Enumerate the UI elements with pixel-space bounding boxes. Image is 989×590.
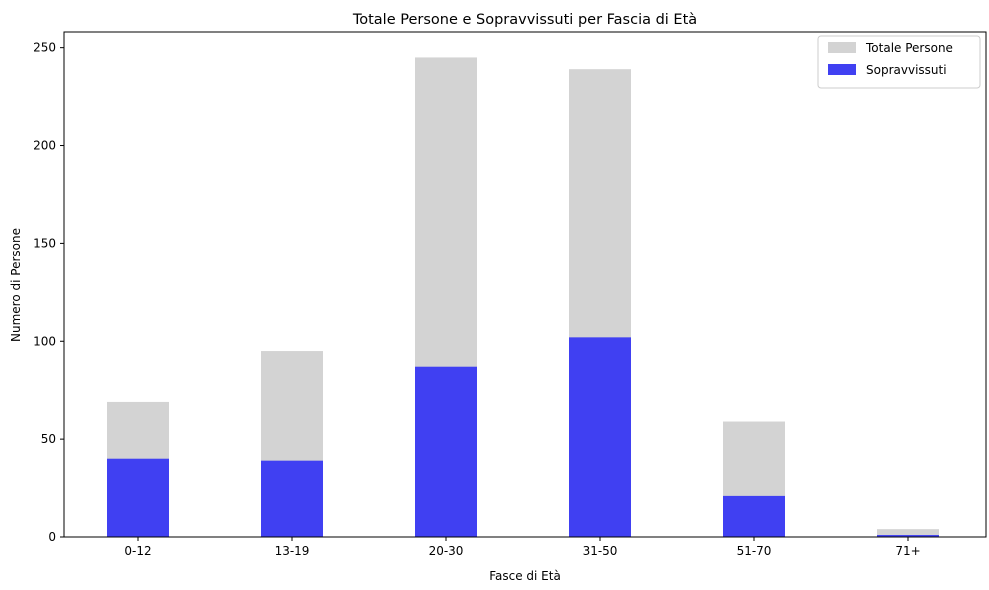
x-axis-label: Fasce di Età (489, 569, 561, 583)
bar-sopravvissuti-0-12 (107, 458, 169, 537)
y-tick-label: 250 (33, 41, 56, 55)
bar-totale-71+ (877, 529, 939, 537)
x-tick-label: 0-12 (124, 544, 151, 558)
legend-label-sopravvissuti: Sopravvissuti (866, 63, 947, 77)
legend: Totale Persone Sopravvissuti (817, 35, 981, 89)
x-tick-label: 13-19 (275, 544, 310, 558)
plot-frame (63, 31, 987, 538)
x-tick-label: 31-50 (583, 544, 618, 558)
y-tick-label: 100 (33, 334, 56, 348)
legend-swatch-totale (828, 42, 856, 53)
bar-sopravvissuti-20-30 (415, 366, 477, 537)
legend-box (817, 35, 981, 89)
y-axis-ticks: 0 50 100 150 200 250 (33, 41, 64, 544)
x-tick-label: 20-30 (429, 544, 464, 558)
y-axis-label: Numero di Persone (9, 228, 23, 342)
bar-sopravvissuti-71+ (877, 535, 939, 537)
bars-group (107, 57, 939, 537)
bar-sopravvissuti-31-50 (569, 337, 631, 537)
chart-title: Totale Persone e Sopravvissuti per Fasci… (352, 12, 697, 28)
legend-label-totale: Totale Persone (865, 41, 953, 55)
y-tick-label: 200 (33, 139, 56, 153)
y-tick-label: 150 (33, 236, 56, 250)
x-tick-label: 71+ (895, 544, 920, 558)
bar-sopravvissuti-13-19 (261, 460, 323, 537)
bar-sopravvissuti-51-70 (723, 495, 785, 537)
x-axis-ticks: 0-12 13-19 20-30 31-50 51-70 71+ (124, 537, 921, 558)
legend-swatch-sopravvissuti (828, 64, 856, 75)
y-tick-label: 0 (48, 530, 56, 544)
x-tick-label: 51-70 (737, 544, 772, 558)
y-tick-label: 50 (41, 432, 56, 446)
